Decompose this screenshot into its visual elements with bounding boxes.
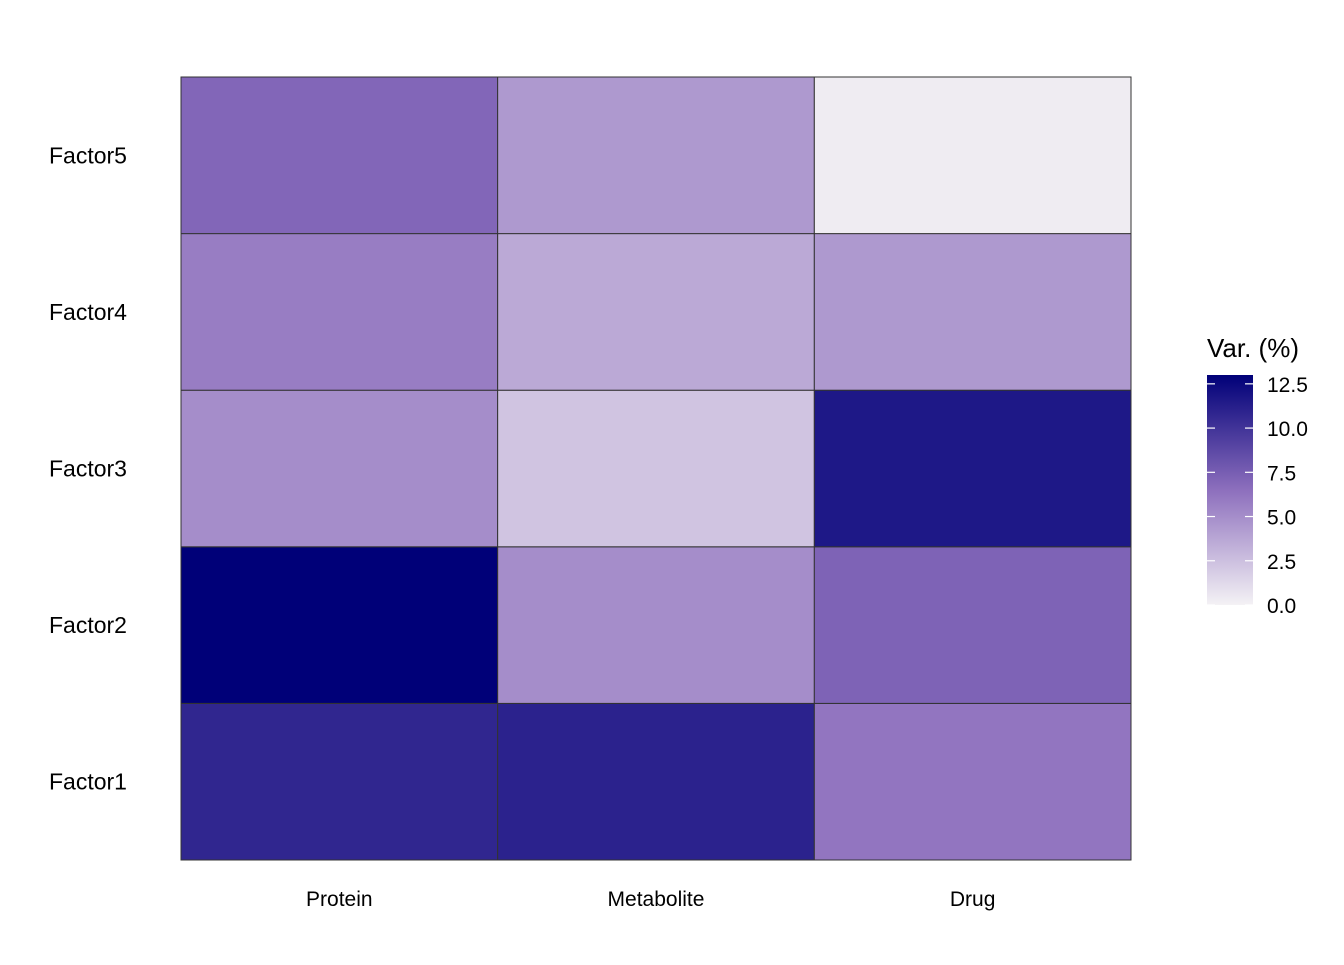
heatmap-cell-factor1-protein bbox=[180, 702, 499, 861]
y-tick-label-factor2: Factor2 bbox=[49, 612, 127, 638]
heatmap-cell-factor4-drug bbox=[813, 233, 1132, 391]
x-tick-label-protein: Protein bbox=[306, 888, 373, 911]
heatmap-cell-factor4-metabolite bbox=[497, 233, 815, 391]
heatmap-cell-factor1-metabolite bbox=[497, 702, 815, 861]
legend-ticks: 0.0 2.5 5.0 7.5 10.0 12.5 bbox=[1207, 374, 1308, 618]
heatmap-cell-factor2-metabolite bbox=[497, 546, 815, 704]
legend-tick-label: 2.5 bbox=[1267, 551, 1296, 574]
y-tick-label-factor4: Factor4 bbox=[49, 299, 127, 325]
heatmap-cell-factor4-protein bbox=[180, 233, 499, 391]
y-axis-tick-labels: Factor1 Factor2 Factor3 Factor4 Factor5 bbox=[49, 142, 127, 794]
heatmap-cell-factor2-drug bbox=[813, 546, 1132, 704]
legend-title: Var. (%) bbox=[1207, 333, 1299, 363]
heatmap-cell-factor5-protein bbox=[180, 76, 499, 235]
legend-tick-label: 5.0 bbox=[1267, 507, 1296, 530]
x-axis-tick-labels: Protein Metabolite Drug bbox=[306, 888, 995, 911]
heatmap-cells bbox=[180, 76, 1132, 861]
heatmap-cell-factor1-drug bbox=[813, 702, 1132, 861]
heatmap-cell-factor3-protein bbox=[180, 389, 499, 548]
heatmap-cell-factor3-metabolite bbox=[497, 389, 815, 548]
legend-tick-label: 0.0 bbox=[1267, 595, 1296, 618]
y-tick-label-factor3: Factor3 bbox=[49, 456, 127, 482]
heatmap-cell-factor3-drug bbox=[813, 389, 1132, 548]
legend-color-bar bbox=[1207, 375, 1253, 605]
x-tick-label-metabolite: Metabolite bbox=[608, 888, 705, 911]
y-tick-label-factor1: Factor1 bbox=[49, 769, 127, 795]
legend-tick-label: 10.0 bbox=[1267, 418, 1308, 441]
heatmap-cell-factor2-protein bbox=[180, 546, 499, 704]
heatmap-cell-factor5-drug bbox=[813, 76, 1132, 235]
y-tick-label-factor5: Factor5 bbox=[49, 142, 127, 168]
legend-tick-label: 7.5 bbox=[1267, 462, 1296, 485]
legend-tick-label: 12.5 bbox=[1267, 374, 1308, 397]
x-tick-label-drug: Drug bbox=[950, 888, 996, 911]
heatmap-cell-factor5-metabolite bbox=[497, 76, 815, 235]
color-legend: Var. (%) 0.0 2.5 5.0 7.5 10.0 12.5 bbox=[1207, 333, 1308, 618]
